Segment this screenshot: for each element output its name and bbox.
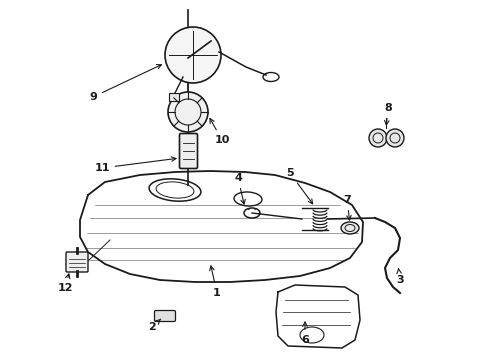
Ellipse shape bbox=[341, 222, 359, 234]
Text: 8: 8 bbox=[384, 103, 392, 125]
Bar bbox=[169, 93, 179, 101]
Text: 11: 11 bbox=[94, 157, 176, 173]
Circle shape bbox=[168, 92, 208, 132]
Text: 4: 4 bbox=[234, 173, 245, 204]
Polygon shape bbox=[276, 285, 360, 348]
Text: 6: 6 bbox=[301, 322, 309, 345]
Text: 10: 10 bbox=[210, 118, 230, 145]
FancyBboxPatch shape bbox=[154, 310, 175, 321]
Text: 9: 9 bbox=[89, 64, 161, 102]
FancyBboxPatch shape bbox=[179, 134, 197, 168]
FancyBboxPatch shape bbox=[66, 252, 88, 272]
Polygon shape bbox=[80, 171, 363, 282]
Text: 2: 2 bbox=[148, 319, 161, 332]
Text: 12: 12 bbox=[57, 274, 73, 293]
Circle shape bbox=[165, 27, 221, 83]
Text: 1: 1 bbox=[210, 266, 221, 298]
Circle shape bbox=[386, 129, 404, 147]
Text: 7: 7 bbox=[343, 195, 351, 220]
Text: 3: 3 bbox=[396, 269, 404, 285]
Text: 5: 5 bbox=[286, 168, 313, 204]
Circle shape bbox=[369, 129, 387, 147]
